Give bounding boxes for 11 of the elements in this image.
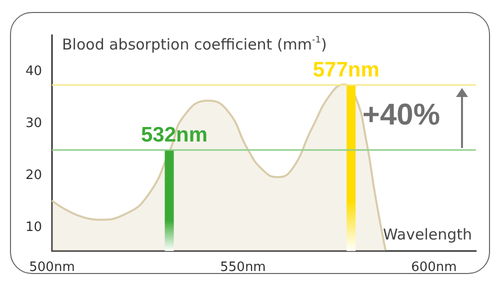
y-tick-label: 10 xyxy=(25,220,42,236)
annotation: 532nm xyxy=(140,124,208,147)
x-tick-label: 500nm xyxy=(29,260,75,275)
x-tick-label: 600nm xyxy=(411,260,457,275)
y-tick-label: 40 xyxy=(25,64,42,79)
y-tick-label: 20 xyxy=(25,168,42,184)
annotation: +40% xyxy=(362,98,440,132)
annotation: 577nm xyxy=(312,58,380,82)
y-tick-label: 30 xyxy=(25,116,42,131)
x-tick-label: 550nm xyxy=(220,260,266,275)
x-axis-title: Wavelength xyxy=(383,226,472,244)
